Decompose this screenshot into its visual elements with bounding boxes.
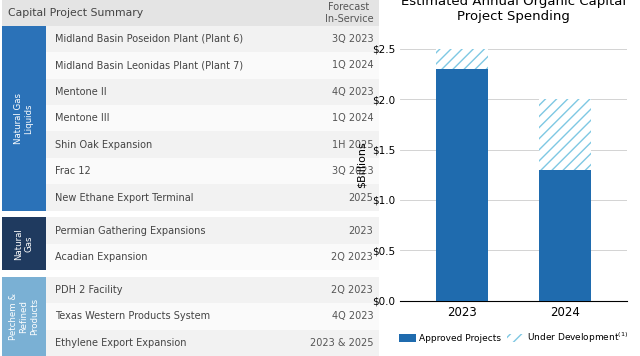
Bar — [2, 184, 379, 211]
Legend: Approved Projects, Under Development$^{(1)}$: Approved Projects, Under Development$^{(… — [396, 327, 632, 349]
Text: 2Q 2023: 2Q 2023 — [332, 285, 373, 295]
Text: 2023: 2023 — [348, 225, 373, 236]
Text: Permian Gathering Expansions: Permian Gathering Expansions — [55, 225, 205, 236]
Text: Frac 12: Frac 12 — [55, 166, 91, 176]
Bar — [2, 303, 379, 330]
Bar — [540, 99, 591, 170]
Text: 3Q 2023: 3Q 2023 — [332, 166, 373, 176]
Text: New Ethane Export Terminal: New Ethane Export Terminal — [55, 193, 194, 203]
Text: Capital Project Summary: Capital Project Summary — [8, 8, 143, 18]
Bar — [2, 217, 45, 270]
Text: Texas Western Products System: Texas Western Products System — [55, 311, 211, 321]
Text: 2023 & 2025: 2023 & 2025 — [310, 338, 373, 348]
Text: Mentone III: Mentone III — [55, 113, 109, 123]
Bar — [2, 158, 379, 184]
Bar — [2, 277, 379, 303]
Bar — [2, 270, 379, 277]
Bar — [2, 217, 379, 244]
Text: Natural Gas
Liquids: Natural Gas Liquids — [14, 93, 33, 144]
Bar — [2, 0, 379, 26]
Text: Shin Oak Expansion: Shin Oak Expansion — [55, 140, 152, 150]
Text: Natural
Gas: Natural Gas — [14, 228, 33, 260]
Bar — [2, 244, 379, 270]
Title: Estimated Annual Organic Capital
Project Spending: Estimated Annual Organic Capital Project… — [401, 0, 626, 23]
Text: 1Q 2024: 1Q 2024 — [332, 113, 373, 123]
Text: 2025: 2025 — [348, 193, 373, 203]
Text: Acadian Expansion: Acadian Expansion — [55, 252, 148, 262]
Text: 4Q 2023: 4Q 2023 — [332, 87, 373, 97]
Bar — [540, 170, 591, 301]
Y-axis label: $Billions: $Billions — [356, 141, 366, 188]
Text: 4Q 2023: 4Q 2023 — [332, 311, 373, 321]
Bar — [2, 26, 379, 52]
Bar — [436, 69, 488, 301]
Text: PDH 2 Facility: PDH 2 Facility — [55, 285, 123, 295]
Text: Midland Basin Poseidon Plant (Plant 6): Midland Basin Poseidon Plant (Plant 6) — [55, 34, 243, 44]
Bar — [2, 79, 379, 105]
Bar — [2, 26, 45, 211]
Bar — [2, 277, 45, 356]
Bar — [2, 131, 379, 158]
Text: 1Q 2024: 1Q 2024 — [332, 60, 373, 70]
Bar — [2, 211, 379, 217]
Text: 1H 2025: 1H 2025 — [332, 140, 373, 150]
Bar — [436, 49, 488, 69]
Bar — [2, 330, 379, 356]
Text: Mentone II: Mentone II — [55, 87, 107, 97]
Text: Ethylene Export Expansion: Ethylene Export Expansion — [55, 338, 187, 348]
Bar — [2, 52, 379, 79]
Text: 3Q 2023: 3Q 2023 — [332, 34, 373, 44]
Text: Forecast
In-Service: Forecast In-Service — [324, 2, 373, 23]
Bar — [2, 105, 379, 131]
Text: 2Q 2023: 2Q 2023 — [332, 252, 373, 262]
Text: Midland Basin Leonidas Plant (Plant 7): Midland Basin Leonidas Plant (Plant 7) — [55, 60, 243, 70]
Text: Petchem &
Refined
Products: Petchem & Refined Products — [9, 293, 38, 340]
